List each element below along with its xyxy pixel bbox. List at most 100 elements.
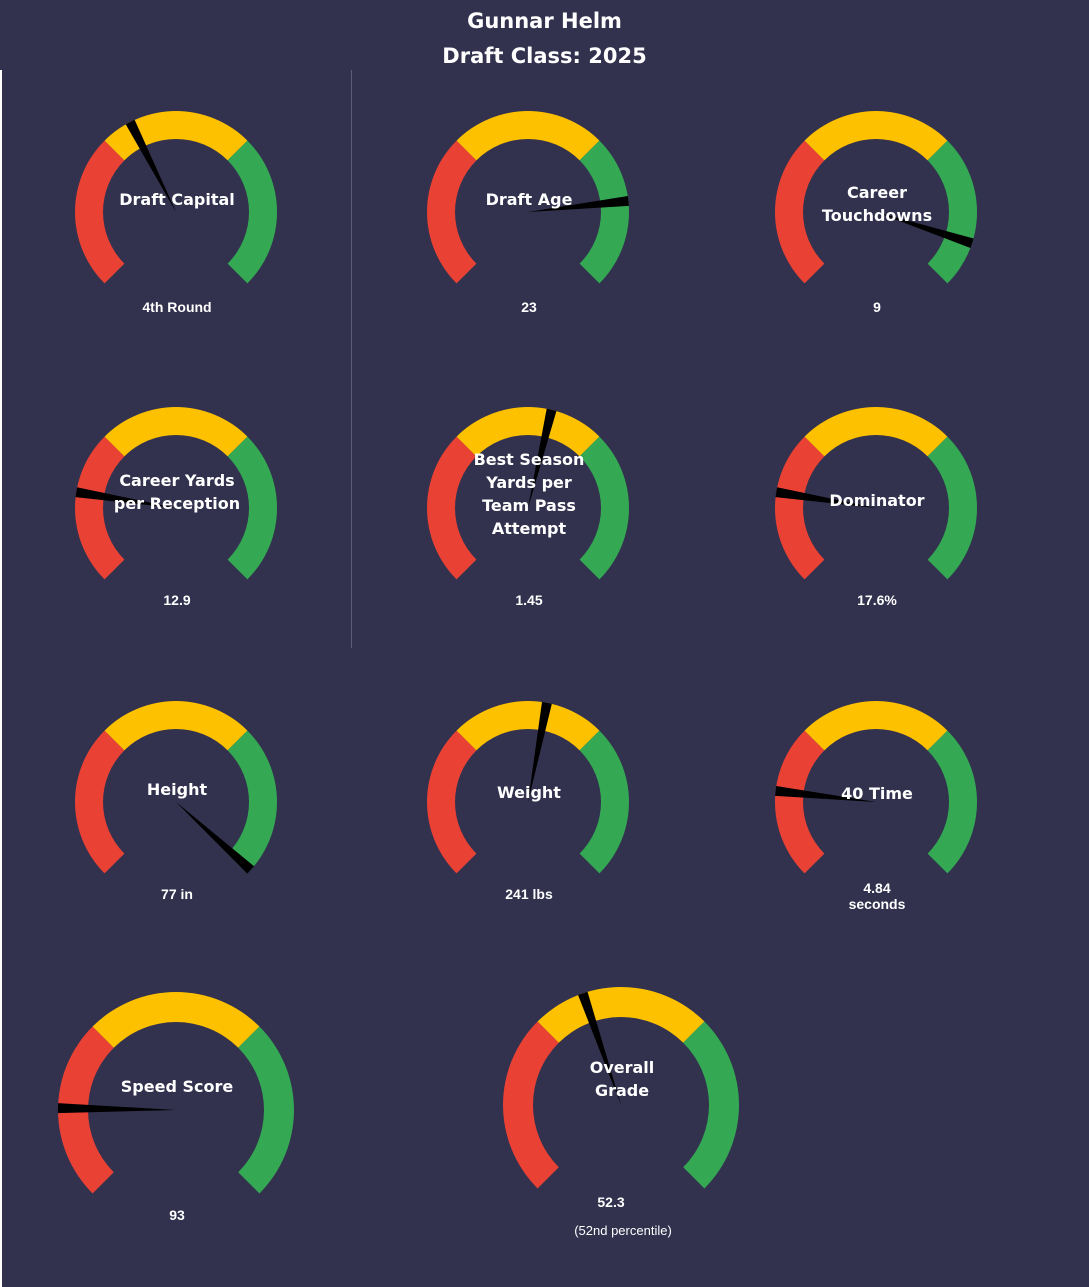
gauge-label-line: Draft Age (486, 190, 573, 209)
gauge-band-low (426, 436, 477, 580)
gauge-band-low (75, 140, 125, 284)
gauge-label: Draft Capital (119, 190, 235, 209)
gauge-band-high (927, 436, 977, 580)
gauge-band-mid (804, 407, 948, 457)
gauge: Draft Capital 4th Round (75, 111, 277, 315)
gauge-band-low (427, 140, 477, 284)
gauge-value: 12.9 (163, 592, 190, 608)
gauge-band-low (775, 436, 825, 580)
gauge-label: Height (147, 780, 208, 799)
gauge: Weight 241 lbs (427, 701, 629, 902)
gauge-band-high (579, 436, 629, 580)
gauge-value: (52nd percentile) (574, 1223, 672, 1238)
gauge-label: Career Touchdowns (822, 183, 932, 225)
gauge-band-mid (537, 987, 705, 1043)
gauge-band-high (227, 436, 277, 580)
gauge-value: 4.84 (863, 880, 890, 896)
gauge-band-mid (804, 110, 948, 161)
gauge-value: seconds (849, 896, 906, 912)
gauge-value: 52.3 (597, 1194, 624, 1210)
gauge-needle (528, 195, 629, 212)
gauge-band-low (75, 730, 125, 874)
gauge-label-line: Yards per (485, 473, 572, 492)
gauge-label-line: Attempt (492, 519, 567, 538)
gauge-needle (876, 212, 974, 248)
gauge-label-line: Overall (590, 1058, 655, 1077)
gauge-label-line: Career Yards (119, 471, 234, 490)
gauge-band-high (227, 730, 277, 874)
gauge-label-line: Speed Score (121, 1077, 234, 1096)
gauge-needle (528, 701, 552, 802)
gauge-needle (775, 487, 876, 508)
gauge-band-mid (92, 992, 260, 1048)
gauge-band-mid (804, 701, 948, 751)
gauge-band-high (927, 730, 977, 874)
gauge-needle (125, 119, 176, 212)
gauge-label: Speed Score (121, 1077, 234, 1096)
gauge-band-low (427, 730, 477, 874)
gauge: Career Yards per Reception 12.9 (75, 407, 277, 608)
gauge-needle (528, 408, 557, 508)
gauge-band-mid (104, 111, 248, 161)
gauge-label-line: 40 Time (841, 784, 913, 803)
gauge-band-mid (456, 407, 600, 457)
gauge-value: 241 lbs (505, 886, 553, 902)
gauge: Height 77 in (75, 701, 277, 902)
gauge-band-low (503, 1021, 559, 1189)
gauge-label: Weight (497, 783, 561, 802)
gauge: Best Season Yards per Team Pass Attempt 1.45 (426, 407, 629, 608)
gauge-label-line: Dominator (829, 491, 924, 510)
gauge: Overall Grade 52.3 (52nd percentile) (503, 987, 739, 1238)
gauge-band-mid (104, 407, 248, 457)
gauge-band-high (927, 140, 978, 284)
header: Gunnar Helm Draft Class: 2025 (0, 4, 1089, 74)
gauge-needle (775, 785, 876, 802)
gauge-band-high (579, 140, 629, 284)
gauge-label-line: Team Pass (482, 496, 576, 515)
gauge-label-line: Career (847, 183, 907, 202)
gauge-label-line: Height (147, 780, 208, 799)
draft-class: Draft Class: 2025 (442, 44, 647, 68)
gauge-band-high (683, 1021, 739, 1189)
gauge: Draft Age 23 (427, 111, 629, 315)
left-edge-strip (0, 70, 2, 1287)
gauge-band-mid (456, 701, 600, 751)
gauge: Career Touchdowns 9 (775, 110, 978, 315)
gauge-label-line: Touchdowns (822, 206, 932, 225)
gauge-band-high (238, 1026, 295, 1194)
gauge-value: 93 (169, 1207, 185, 1223)
gauge-band-low (75, 436, 125, 580)
player-name: Gunnar Helm (467, 9, 622, 33)
section-divider (351, 70, 352, 648)
gauge-label: Dominator (829, 491, 924, 510)
gauge-label-line: per Reception (114, 494, 240, 513)
gauge-needle (176, 802, 255, 874)
gauge-label-line: Best Season (474, 450, 585, 469)
gauge-label: Draft Age (486, 190, 573, 209)
gauge-value: 17.6% (857, 592, 897, 608)
gauge-needle (57, 1103, 176, 1114)
gauge-band-high (227, 140, 277, 284)
gauge-band-mid (456, 111, 600, 161)
gauge-value: 9 (873, 299, 881, 315)
gauge-label-line: Grade (595, 1081, 649, 1100)
gauge-label: Career Yards per Reception (114, 471, 240, 513)
gauge: Dominator 17.6% (775, 407, 977, 608)
gauge-band-low (775, 730, 825, 874)
gauge-needle (578, 991, 621, 1105)
gauge-label: Best Season Yards per Team Pass Attempt (474, 450, 585, 538)
gauge-band-high (579, 730, 629, 874)
gauge-label: 40 Time (841, 784, 913, 803)
gauge-needle (75, 487, 176, 508)
gauge-label-line: Draft Capital (119, 190, 235, 209)
gauge: Speed Score 93 (57, 992, 295, 1223)
gauge-value: 4th Round (142, 299, 211, 315)
gauge-value: 1.45 (515, 592, 542, 608)
gauge-band-low (775, 140, 825, 284)
gauge-label-line: Weight (497, 783, 561, 802)
gauge-label: Overall Grade (590, 1058, 655, 1100)
gauge-value: 23 (521, 299, 537, 315)
